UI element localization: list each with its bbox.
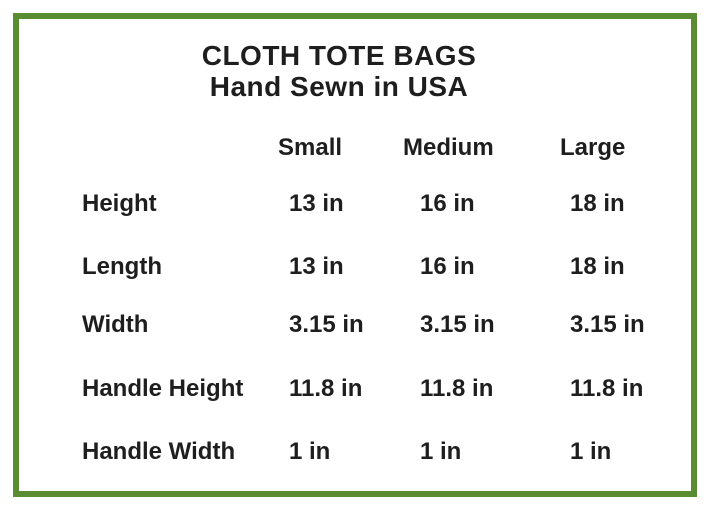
table-row-height: Height 13 in 16 in 18 in <box>82 189 680 219</box>
cell-value-large: 3.15 in <box>570 311 645 338</box>
cell-value-small: 3.15 in <box>289 311 364 338</box>
table-header-row: Small Medium Large <box>82 133 680 163</box>
column-header-medium: Medium <box>403 134 494 161</box>
cell-value-medium: 1 in <box>420 438 462 465</box>
table-row-handle-height: Handle Height 11.8 in 11.8 in 11.8 in <box>82 374 680 404</box>
row-label: Height <box>82 190 157 217</box>
cell-value-large: 18 in <box>570 253 625 280</box>
table-row-width: Width 3.15 in 3.15 in 3.15 in <box>82 310 680 340</box>
row-label: Length <box>82 253 162 280</box>
cell-value-large: 1 in <box>570 438 612 465</box>
row-label: Width <box>82 311 149 338</box>
cell-value-small: 11.8 in <box>289 375 363 402</box>
cell-value-medium: 16 in <box>420 253 475 280</box>
cell-value-small: 1 in <box>289 438 331 465</box>
title-block: CLOTH TOTE BAGS Hand Sewn in USA <box>19 40 659 102</box>
table-row-length: Length 13 in 16 in 18 in <box>82 252 680 282</box>
green-border-frame <box>13 13 697 497</box>
row-label: Handle Height <box>82 375 244 402</box>
column-header-small: Small <box>278 134 343 161</box>
column-header-large: Large <box>560 134 626 161</box>
cell-value-medium: 16 in <box>420 190 475 217</box>
chart-subtitle: Hand Sewn in USA <box>209 71 469 102</box>
chart-title: CLOTH TOTE BAGS <box>201 40 477 71</box>
cell-value-medium: 3.15 in <box>420 311 495 338</box>
cell-value-large: 18 in <box>570 190 625 217</box>
cell-value-large: 11.8 in <box>570 375 644 402</box>
table-row-handle-width: Handle Width 1 in 1 in 1 in <box>82 437 680 467</box>
cell-value-medium: 11.8 in <box>420 375 494 402</box>
cell-value-small: 13 in <box>289 253 344 280</box>
row-label: Handle Width <box>82 438 236 465</box>
cell-value-small: 13 in <box>289 190 344 217</box>
